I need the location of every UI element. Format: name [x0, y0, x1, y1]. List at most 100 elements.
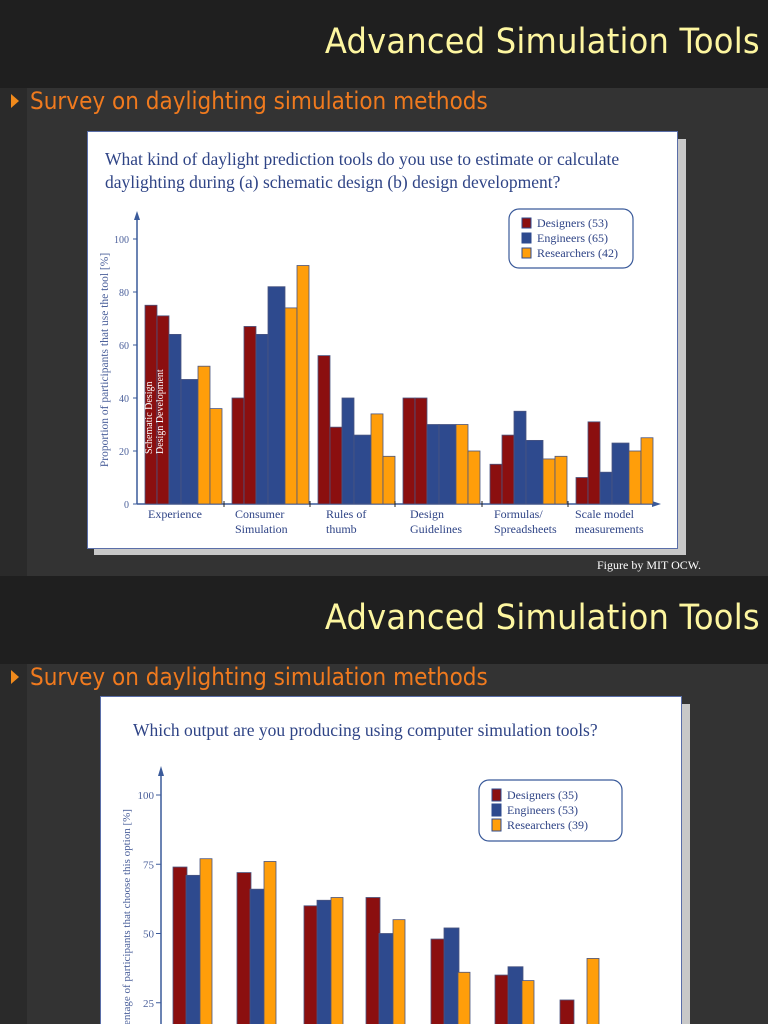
bar — [209, 408, 223, 505]
bullet-arrow-icon — [11, 94, 19, 108]
y-axis — [158, 766, 164, 1024]
slide-1: Advanced Simulation Tools Survey on dayl… — [0, 22, 768, 576]
bar — [611, 442, 630, 505]
figure-simulation-output: Which output are you producing using com… — [100, 696, 682, 1024]
bar-annotation-development: Design Development — [155, 369, 166, 454]
bullet-arrow-icon — [11, 670, 19, 684]
bars — [144, 265, 654, 507]
y-tick-label: 80 — [119, 288, 129, 299]
bar — [316, 899, 333, 1024]
bar — [330, 897, 344, 1024]
y-tick-label: 0 — [124, 500, 129, 511]
bar — [172, 866, 188, 1024]
bar — [317, 355, 331, 505]
legend-engineers: Engineers (53) — [507, 803, 578, 817]
bar — [443, 927, 460, 1024]
y-ticks: 0 20 40 60 80 100 — [114, 235, 137, 511]
y-tick-label: 100 — [138, 790, 155, 802]
bar — [382, 455, 396, 505]
bar — [587, 421, 601, 505]
bar — [521, 980, 535, 1024]
y-tick-label: 60 — [119, 341, 129, 352]
y-tick-label: 75 — [143, 859, 155, 871]
slide-subtitle: Survey on daylighting simulation methods — [30, 663, 488, 691]
bar — [365, 897, 381, 1024]
slide-title: Advanced Simulation Tools — [325, 598, 760, 638]
bar — [628, 450, 642, 505]
bar — [559, 999, 575, 1024]
bar — [575, 477, 589, 505]
bar — [554, 455, 568, 505]
chart-question-line-2: daylighting during (a) schematic design … — [105, 172, 561, 192]
x-tick-label: Scale model — [575, 507, 635, 521]
chart-question-line-1: What kind of daylight prediction tools d… — [105, 149, 620, 169]
y-axis — [134, 211, 140, 504]
title-band — [0, 576, 768, 664]
x-tick-label: Rules of — [326, 507, 366, 521]
bar — [392, 919, 406, 1024]
legend: Designers (35) Engineers (53) Researcher… — [478, 779, 623, 842]
bar — [185, 874, 202, 1024]
y-axis-label: entage of participants that choose this … — [121, 809, 133, 1024]
y-tick-label: 40 — [119, 394, 129, 405]
y-tick-label: 50 — [143, 929, 155, 941]
legend-engineers: Engineers (65) — [537, 231, 608, 245]
legend: Designers (53) Engineers (65) Researcher… — [508, 208, 634, 269]
bars — [172, 858, 600, 1024]
bar — [513, 410, 527, 505]
x-tick-label: thumb — [326, 522, 357, 536]
bar — [341, 397, 355, 505]
legend-designers: Designers (53) — [537, 216, 608, 230]
bar — [501, 434, 515, 505]
bar — [255, 333, 269, 505]
bar — [370, 413, 384, 505]
bar — [284, 307, 298, 505]
bar — [199, 858, 213, 1024]
x-tick-label: Design — [410, 507, 444, 521]
bar — [542, 458, 556, 505]
y-tick-label: 25 — [143, 998, 155, 1010]
x-tick-label: measurements — [575, 522, 644, 536]
bar — [426, 424, 440, 505]
x-tick-label: Consumer — [235, 507, 284, 521]
bar — [263, 861, 277, 1024]
bar — [455, 424, 469, 505]
x-tick-label: Guidelines — [410, 522, 462, 536]
slide-2: Advanced Simulation Tools Survey on dayl… — [0, 576, 768, 1024]
bar — [494, 974, 510, 1024]
bar — [243, 326, 257, 505]
bar-annotation-schematic: Schematic Design — [144, 382, 155, 454]
bar — [438, 424, 457, 505]
bar — [180, 379, 199, 505]
bar — [402, 397, 416, 505]
figure-credit: Figure by MIT OCW. — [596, 558, 701, 572]
bar — [197, 365, 211, 505]
bar — [249, 888, 266, 1024]
slide-subtitle: Survey on daylighting simulation methods — [30, 87, 488, 115]
y-axis-label: Proportion of participants that use the … — [99, 253, 111, 467]
bar — [296, 265, 310, 505]
bar — [353, 434, 372, 505]
figure-daylight-tools: What kind of daylight prediction tools d… — [87, 131, 678, 549]
bar — [489, 463, 503, 505]
x-tick-label: Experience — [148, 507, 202, 521]
y-tick-label: 20 — [119, 447, 129, 458]
bar — [168, 333, 182, 505]
bar — [507, 966, 524, 1024]
legend-designers: Designers (35) — [507, 788, 578, 802]
bar — [231, 397, 245, 505]
bar — [414, 397, 428, 505]
x-tick-label: Spreadsheets — [494, 522, 557, 536]
y-tick-label: 100 — [114, 235, 129, 246]
chart-1-svg: 0 20 40 60 80 100 Experience ConsumerSimulatio… — [99, 208, 661, 536]
x-tick-label: Simulation — [235, 522, 288, 536]
left-strip — [0, 664, 27, 1024]
slide-title: Advanced Simulation Tools — [325, 22, 760, 62]
bar — [525, 439, 544, 505]
bar — [457, 971, 471, 1024]
y-ticks: 25 50 75 100 — [138, 790, 161, 1010]
bar — [599, 471, 613, 505]
left-strip — [0, 88, 27, 576]
chart-question: Which output are you producing using com… — [133, 720, 598, 740]
